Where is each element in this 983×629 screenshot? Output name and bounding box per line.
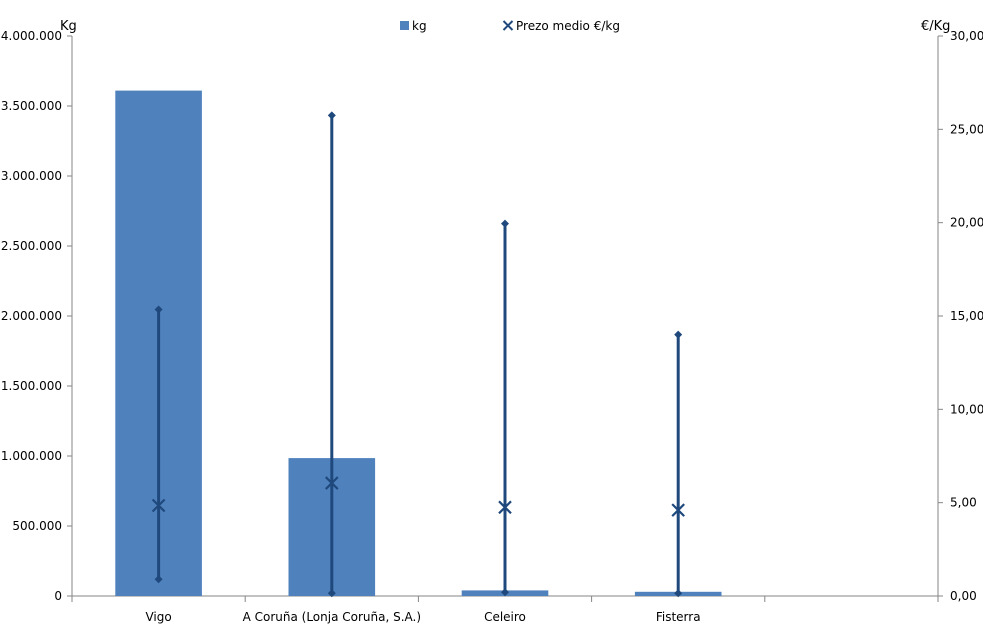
right-tick-label: 25,00: [950, 122, 983, 136]
category-label: Vigo: [145, 610, 171, 624]
category-label: A Coruña (Lonja Coruña, S.A.): [243, 610, 421, 624]
price-avg-marker: [498, 500, 512, 515]
price-max-marker: [154, 305, 163, 314]
price-min-marker: [501, 588, 509, 597]
left-tick-label: 4.000.000: [1, 29, 62, 43]
price-min-marker: [674, 589, 683, 598]
price-avg-marker: [151, 498, 166, 513]
left-tick-label: 3.500.000: [1, 99, 62, 113]
axes: 0 500.000 1.000.000 1.500.000 2.000.000 2.500…: [1, 29, 983, 603]
price-min-marker: [327, 589, 336, 598]
right-tick-label: 15,00: [950, 309, 983, 323]
right-tick-label: 0,00: [950, 589, 977, 603]
legend-kg-label: kg: [412, 19, 427, 33]
left-tick-label: 1.000.000: [1, 449, 62, 463]
left-tick-label: 500.000: [12, 519, 62, 533]
left-tick-label: 2.500.000: [1, 239, 62, 253]
left-tick-label: 0: [54, 589, 62, 603]
bars: [115, 90, 722, 596]
right-tick-label: 10,00: [950, 402, 983, 416]
labels: Kg €/Kg Vigo A Coruña (Lonja Coruña, S.A.) C…: [60, 19, 950, 624]
legend-kg-swatch: [400, 21, 409, 30]
right-tick-label: 5,00: [950, 496, 977, 510]
legend-price-marker: [502, 20, 514, 31]
price-max-marker: [327, 111, 336, 120]
y-left-axis-title: Kg: [60, 19, 77, 34]
legend: kg Prezo medio €/kg: [400, 19, 620, 33]
left-tick-label: 1.500.000: [1, 379, 62, 393]
category-label: Celeiro: [484, 610, 526, 624]
price-min-marker: [154, 575, 163, 584]
price-avg-marker: [671, 503, 685, 517]
category-label: Fisterra: [656, 610, 701, 624]
right-tick-label: 20,00: [950, 216, 983, 230]
left-tick-label: 2.000.000: [1, 309, 62, 323]
price-avg-marker: [325, 476, 339, 490]
right-tick-label: 30,00: [950, 29, 983, 43]
legend-price-label: Prezo medio €/kg: [516, 19, 620, 33]
y-right-axis-title: €/Kg: [921, 19, 950, 34]
left-tick-label: 3.000.000: [1, 169, 62, 183]
price-ranges: [151, 111, 685, 598]
price-max-marker: [501, 219, 509, 228]
price-max-marker: [674, 330, 683, 339]
